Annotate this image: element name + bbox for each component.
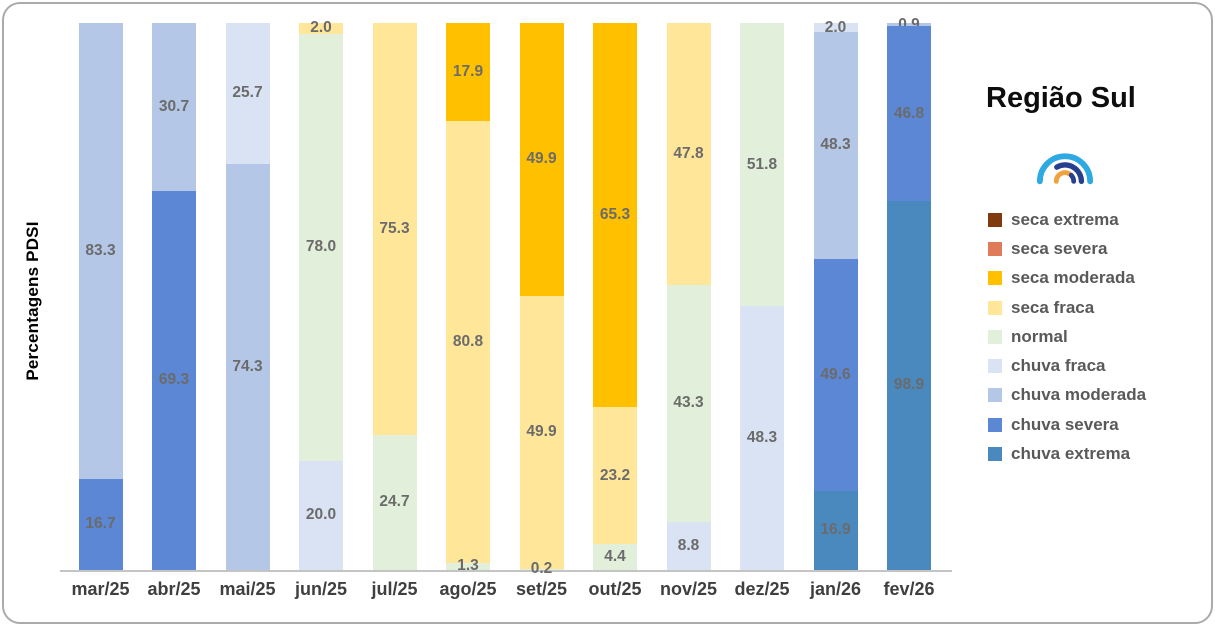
bar-set/25: 49.9 49.9 0.2 [519,23,564,577]
rainbow-logo-icon [1036,153,1094,185]
bar-abr/25: 30.7 69.3 [152,23,196,570]
legend-label-chuva-extrema: chuva extrema [1011,444,1131,464]
segment-chuva-moderada [813,32,858,259]
legend-swatch-normal [988,329,1002,344]
segment-chuva-moderada [225,163,270,570]
legend-swatch-seca-severa [988,241,1002,256]
segment-seca-fraca [446,120,490,563]
legend-item-chuva-moderada: chuva moderada [988,381,1146,410]
segment-chuva-severa [813,258,858,491]
legend-item-chuva-fraca: chuva fraca [988,351,1146,380]
segment-normal [740,23,784,307]
legend-swatch-chuva-severa [988,417,1002,432]
segment-chuva-fraca [813,23,858,33]
segment-chuva-moderada [152,23,196,191]
segment-chuva-fraca [740,306,784,570]
segment-chuva-extrema [887,200,931,570]
legend-label-chuva-moderada: chuva moderada [1011,385,1147,405]
bar-mai/25: 25.7 74.3 [225,23,270,570]
legend-item-chuva-extrema: chuva extrema [988,439,1146,468]
bar-jun/25: 2.0 78.0 20.0 [299,19,343,570]
segment-seca-fraca [299,23,343,34]
legend-label-chuva-severa: chuva severa [1011,414,1119,434]
legend-swatch-chuva-moderada [988,388,1002,403]
x-tick-abr/25: abr/25 [147,579,201,599]
segment-seca-moderada [519,23,564,296]
legend-swatch-chuva-extrema [988,447,1002,462]
segment-seca-moderada [446,23,490,121]
chart-title: Região Sul [986,82,1136,114]
segment-normal [299,33,343,461]
x-tick-out/25: out/25 [588,579,642,599]
segment-normal [593,544,637,570]
legend-item-chuva-severa: chuva severa [988,410,1146,439]
segment-chuva-severa [78,478,123,570]
legend-label-seca-moderada: seca moderada [1011,268,1135,288]
legend-swatch-seca-extrema [988,212,1002,227]
legend-item-seca-moderada: seca moderada [988,264,1146,293]
legend-swatch-seca-moderada [988,271,1002,286]
segment-chuva-fraca [299,460,343,570]
bar-mar/25: 83.3 16.7 [78,23,123,570]
segment-seca-fraca [593,407,637,545]
legend-label-normal: normal [1011,326,1068,346]
segment-chuva-severa [152,190,196,570]
bar-fev/26: 0.9 46.8 98.9 [887,16,931,570]
x-tick-fev/26: fev/26 [883,579,935,599]
segment-seca-fraca [372,23,417,435]
x-tick-nov/25: nov/25 [659,579,718,599]
legend-label-seca-fraca: seca fraca [1011,297,1095,317]
x-tick-mai/25: mai/25 [219,579,276,599]
legend-swatch-seca-fraca [988,300,1002,315]
legend-label-seca-extrema: seca extrema [1011,209,1119,229]
legend-item-seca-fraca: seca fraca [988,293,1146,322]
bar-nov/25: 47.8 43.3 8.8 [666,23,711,570]
legend-item-normal: normal [988,322,1146,351]
legend-label-chuva-fraca: chuva fraca [1011,356,1106,376]
plot-area: 83.3 16.7 mar/25 30.7 69.3 abr/25 25.7 74.3 mai/… [60,16,952,599]
bar-jan/26: 2.0 48.3 49.6 16.9 [813,19,858,570]
segment-seca-fraca [519,295,564,569]
x-tick-dez/25: dez/25 [734,579,790,599]
x-tick-ago/25: ago/25 [439,579,497,599]
segment-normal [666,284,711,522]
bar-out/25: 65.3 23.2 4.4 [593,23,637,570]
segment-normal [372,434,417,570]
x-tick-jun/25: jun/25 [294,579,348,599]
legend: seca extrema seca severa seca moderada seca… [988,205,1146,469]
segment-normal [446,562,490,570]
x-axis-line [60,570,952,572]
segment-chuva-fraca [666,521,711,570]
legend-item-seca-severa: seca severa [988,234,1146,263]
bar-jul/25: 75.3 24.7 [372,23,417,570]
x-tick-mar/25: mar/25 [71,579,130,599]
segment-chuva-moderada [887,23,931,27]
segment-chuva-severa [887,26,931,201]
segment-chuva-fraca [225,23,270,164]
legend-swatch-chuva-fraca [988,359,1002,374]
segment-chuva-moderada [78,23,123,479]
bar-dez/25: 51.8 48.3 [740,23,784,570]
segment-seca-moderada [593,23,637,408]
legend-label-seca-severa: seca severa [1011,238,1108,258]
x-tick-jan/26: jan/26 [809,579,862,599]
x-tick-set/25: set/25 [515,579,568,599]
segment-chuva-extrema [813,490,858,570]
segment-normal [519,568,564,570]
bar-ago/25: 17.9 80.8 1.3 [446,23,490,574]
y-axis-title: Percentagens PDSI [23,221,42,381]
x-tick-jul/25: jul/25 [371,579,418,599]
segment-seca-fraca [666,23,711,285]
legend-item-seca-extrema: seca extrema [988,205,1146,234]
